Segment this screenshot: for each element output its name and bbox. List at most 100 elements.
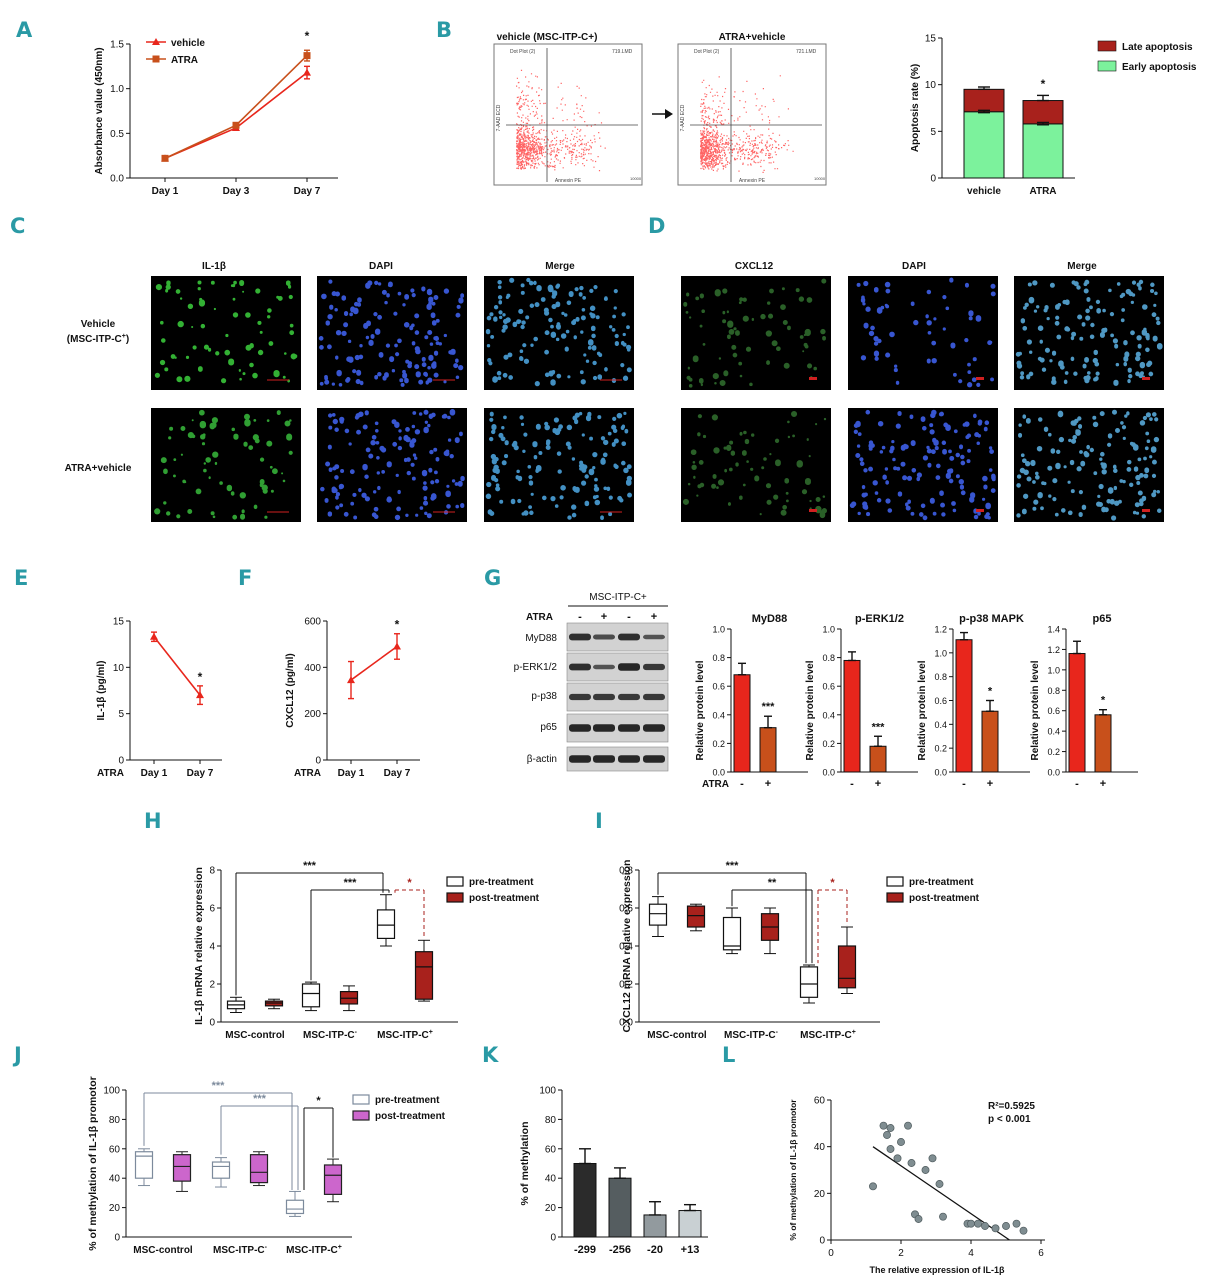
blot-row-p65: p65 [540, 722, 557, 733]
L-point [921, 1166, 930, 1174]
I-y-tick-label: 0.6 [619, 904, 633, 915]
C-col-il1b: IL-1β [202, 261, 226, 272]
G-x-prefix: ATRA [702, 779, 729, 790]
I-y-tick-label: 0.8 [619, 866, 633, 877]
J-legend-swatch [352, 1110, 370, 1121]
G2-title: p-ERK1/2 [855, 613, 904, 625]
K-y-tick-label: 100 [539, 1086, 556, 1097]
D-col-cxcl12: CXCL12 [735, 261, 774, 272]
panel-letter-A: A [16, 18, 33, 42]
L-point [935, 1180, 944, 1188]
flow-file-1: 719.LMD [612, 49, 633, 55]
F-y-tick-label: 0 [315, 756, 321, 767]
I-x-tick-label: MSC-ITP-C- [724, 1029, 779, 1041]
G3-y-tick-label: 0.8 [934, 672, 947, 682]
F-significance: * [395, 618, 400, 632]
D-col-dapi: DAPI [902, 261, 926, 272]
flow-title-atra: ATRA+vehicle [719, 32, 786, 43]
L-x-tick-label: 0 [828, 1248, 834, 1259]
A-point-ATRA [161, 154, 169, 162]
blot-sign-1: - [578, 611, 582, 623]
H-y-tick-label: 4 [209, 942, 215, 953]
A-y-axis-label: Absorbance value (450nm) [94, 47, 105, 174]
G3-significance: * [988, 686, 993, 698]
B-legend-swatch-early [1097, 60, 1117, 72]
F-y-tick-label: 400 [304, 663, 321, 674]
panel-letter-C: C [10, 214, 25, 238]
I-y-axis-label: CXCL12 mRNA relative expression [621, 860, 633, 1033]
B-bar-late-vehicle [963, 88, 1005, 113]
L-point [883, 1131, 891, 1139]
G2-bar [843, 659, 861, 773]
H-legend-swatch [446, 876, 464, 887]
K-bar [608, 1177, 632, 1238]
B-y-tick-label: 0 [930, 174, 936, 185]
H-box [376, 909, 396, 940]
blot-sign-2: + [601, 611, 607, 623]
B-bar-early-ATRA [1022, 123, 1064, 179]
J-y-tick-label: 0 [114, 1233, 120, 1244]
G1-bar [759, 727, 777, 773]
blot-band [643, 755, 665, 763]
blot-band [618, 755, 640, 763]
blot-sign-4: + [651, 611, 657, 623]
I-box [799, 966, 819, 998]
A-point-ATRA [232, 121, 240, 129]
H-significance-3: * [407, 877, 412, 889]
micrograph-cells [154, 409, 293, 520]
I-x-tick-label: MSC-ITP-C+ [800, 1029, 856, 1041]
G2-significance: *** [872, 721, 886, 733]
L-x-axis-label: The relative expression of IL-1β [869, 1265, 1005, 1275]
L-point [897, 1138, 905, 1146]
G1-y-tick-label: 0.8 [712, 653, 725, 663]
J-box [285, 1199, 305, 1215]
B-y-axis-label: Apoptosis rate (%) [910, 64, 921, 152]
H-x-tick-label: MSC-ITP-C+ [377, 1029, 433, 1041]
flow-title-vehicle: vehicle (MSC-ITP-C+) [497, 32, 598, 43]
G1-y-axis-label: Relative protein level [695, 660, 706, 760]
J-x-tick-label: MSC-ITP-C+ [286, 1244, 342, 1256]
G4-y-tick-label: 1.4 [1047, 625, 1060, 635]
L-point [879, 1121, 888, 1130]
K-x-tick-label: -20 [647, 1244, 663, 1256]
micrograph-tile [151, 408, 301, 522]
H-x-tick-label: MSC-control [225, 1030, 285, 1041]
chart-L: 0 20 40 60 0 2 4 6 % of methylation of IL-1β pro… [788, 1096, 1045, 1275]
L-point [991, 1224, 1000, 1233]
micrograph-tile [681, 408, 831, 522]
A-point-vehicle [303, 68, 311, 76]
micrograph-tile [484, 276, 634, 390]
G3-y-tick-label: 1.2 [934, 625, 947, 635]
K-bar [678, 1210, 702, 1238]
panel-letter-K: K [482, 1043, 499, 1067]
F-y-tick-label: 600 [304, 617, 321, 628]
H-box [301, 983, 321, 1008]
L-point [893, 1154, 902, 1163]
E-y-tick-label: 0 [118, 756, 124, 767]
H-significance-1: *** [303, 860, 317, 872]
blot-band [643, 634, 665, 640]
C-row-atra: ATRA+vehicle [65, 463, 132, 474]
A-x-tick-label: Day 7 [294, 186, 321, 197]
flow-plots: vehicle (MSC-ITP-C+) ATRA+vehicle Dot Pl… [493, 32, 827, 186]
J-box [323, 1164, 343, 1195]
H-x-tick-label: MSC-ITP-C- [303, 1029, 358, 1041]
blot-band [643, 663, 665, 671]
I-x-tick-label: MSC-control [647, 1030, 707, 1041]
B-y-tick-label: 15 [925, 34, 937, 45]
blot-row-actin: β-actin [527, 754, 557, 765]
G3-x-tick-label: - [962, 778, 966, 790]
L-x-tick-label: 4 [968, 1248, 974, 1259]
L-point [886, 1145, 895, 1153]
micrograph-tiles [151, 276, 1164, 522]
F-x-prefix: ATRA [294, 768, 321, 779]
I-legend-label: post-treatment [909, 893, 980, 904]
blot-band [643, 693, 665, 701]
G1-y-tick-label: 0.6 [712, 682, 725, 692]
A-x-tick-label: Day 3 [223, 186, 250, 197]
K-y-axis-label: % of methylation [519, 1121, 531, 1205]
I-significance-3: * [830, 877, 835, 889]
panel-letter-L: L [722, 1043, 735, 1067]
panel-letter-E: E [14, 566, 28, 590]
L-point [886, 1124, 895, 1132]
